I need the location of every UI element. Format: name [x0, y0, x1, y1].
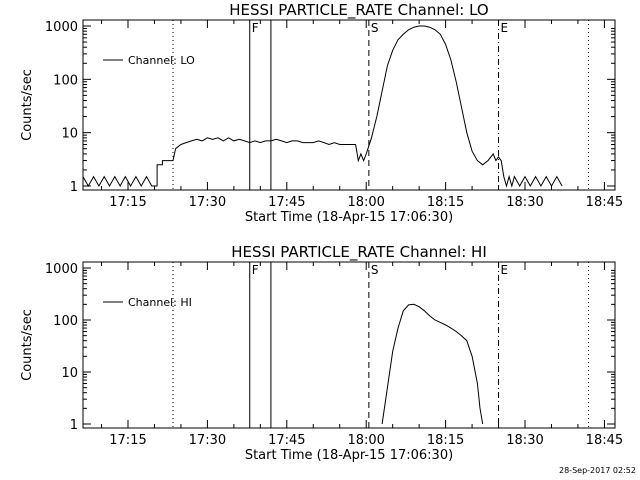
- x-tick-label: 18:45: [586, 433, 623, 448]
- y-tick-label: 1: [70, 180, 78, 195]
- x-tick-label: 17:45: [268, 433, 305, 448]
- x-tick-label: 17:15: [109, 433, 146, 448]
- chart-title: HESSI PARTICLE_RATE Channel: LO: [229, 1, 488, 20]
- x-tick-label: 18:30: [506, 433, 543, 448]
- event-marker-label: S: [371, 263, 379, 277]
- y-tick-label: 10: [61, 366, 78, 381]
- event-marker-label: F: [252, 263, 259, 277]
- y-tick-label: 1000: [45, 262, 78, 277]
- x-tick-label: 18:00: [347, 195, 384, 210]
- y-axis-label: Counts/sec: [20, 309, 35, 381]
- x-tick-label: 18:15: [427, 433, 464, 448]
- chart-panel-1: HESSI PARTICLE_RATE Channel: HI 17:15 17:3…: [20, 243, 623, 463]
- x-tick-label: 18:00: [347, 433, 384, 448]
- chart-title: HESSI PARTICLE_RATE Channel: HI: [231, 243, 487, 262]
- event-marker-label: E: [501, 21, 509, 35]
- chart-panel-0: HESSI PARTICLE_RATE Channel: LO 17:15 17:3…: [20, 1, 623, 225]
- event-marker-label: S: [371, 21, 379, 35]
- x-tick-label: 17:15: [109, 195, 146, 210]
- x-axis-label: Start Time (18-Apr-15 17:06:30): [245, 210, 453, 225]
- event-marker-label: F: [252, 21, 259, 35]
- timestamp: 28-Sep-2017 02:52: [559, 466, 636, 475]
- plot-frame: [82, 261, 616, 429]
- y-tick-label: 1000: [45, 20, 78, 35]
- y-tick-label: 100: [53, 73, 78, 88]
- series-line: [381, 303, 484, 425]
- x-axis-label: Start Time (18-Apr-15 17:06:30): [245, 448, 453, 463]
- y-tick-label: 10: [61, 127, 78, 142]
- y-tick-label: 100: [53, 314, 78, 329]
- y-tick-label: 1: [70, 418, 78, 433]
- series-line: [82, 25, 563, 188]
- event-marker-label: E: [501, 263, 509, 277]
- legend-label: Channel: LO: [128, 54, 195, 67]
- y-axis-label: Counts/sec: [20, 69, 35, 141]
- x-tick-label: 18:15: [427, 195, 464, 210]
- x-tick-label: 17:30: [189, 195, 226, 210]
- x-tick-label: 18:45: [586, 195, 623, 210]
- x-tick-label: 17:45: [268, 195, 305, 210]
- legend-label: Channel: HI: [128, 296, 192, 309]
- x-tick-label: 18:30: [506, 195, 543, 210]
- x-tick-label: 17:30: [189, 433, 226, 448]
- plot-frame: [82, 19, 616, 191]
